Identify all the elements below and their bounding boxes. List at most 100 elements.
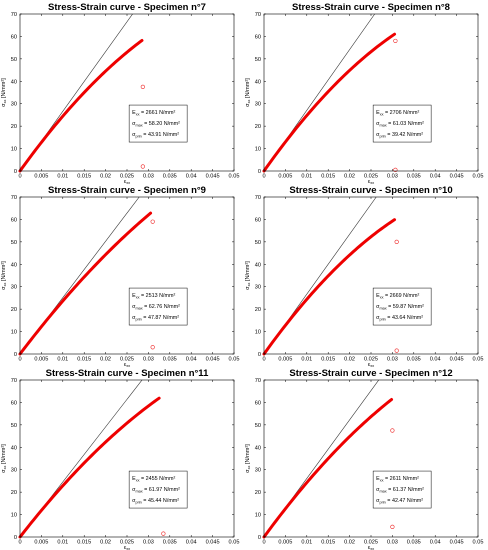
y-tick-label: 10 — [255, 330, 261, 336]
y-tick-label: 50 — [255, 240, 261, 246]
stress-strain-curve — [262, 398, 394, 539]
y-tick-label: 50 — [11, 57, 17, 63]
x-tick-label: 0.04 — [430, 174, 441, 180]
annotation-line: σprin = 43.91 N/mm² — [132, 132, 179, 138]
axes-frame — [19, 13, 235, 172]
x-axis-label: εxx — [368, 545, 374, 550]
y-tick-label: 10 — [255, 147, 261, 153]
annotation-line: σprin = 43.64 N/mm² — [376, 315, 423, 321]
y-tick-label: 60 — [11, 34, 17, 40]
x-tick-label: 0.03 — [143, 357, 154, 363]
x-tick-label: 0.035 — [407, 357, 421, 363]
x-tick-label: 0.035 — [163, 540, 177, 546]
x-tick-label: 0.04 — [186, 357, 197, 363]
outlier-marker — [150, 219, 155, 224]
x-tick-label: 0.05 — [473, 540, 484, 546]
outlier-marker — [394, 239, 399, 244]
annotation-line: σmax = 59.87 N/mm² — [376, 304, 424, 310]
y-tick-label: 0 — [14, 352, 17, 358]
y-tick-label: 30 — [11, 285, 17, 291]
x-tick-label: 0.045 — [450, 540, 464, 546]
x-tick-label: 0.045 — [206, 540, 220, 546]
chart-title: Stress-Strain curve - Specimen n°9 — [48, 185, 206, 196]
y-tick-label: 40 — [255, 79, 261, 85]
x-tick-label: 0.03 — [387, 174, 398, 180]
axes-frame — [263, 379, 479, 538]
annotation-line: σmax = 62.76 N/mm² — [132, 304, 180, 310]
x-tick-label: 0.04 — [186, 540, 197, 546]
chart-svg: Stress-Strain curve - Specimen n°10 0 0.00… — [245, 185, 483, 368]
x-tick-label: 0.02 — [344, 540, 355, 546]
x-axis-label: εxx — [368, 362, 374, 368]
y-tick-label: 40 — [11, 262, 17, 268]
chart-panel: Stress-Strain curve - Specimen n°11 0 0.00… — [0, 366, 244, 550]
y-tick-label: 60 — [255, 400, 261, 406]
x-tick-label: 0.02 — [100, 540, 111, 546]
x-tick-label: 0.01 — [301, 540, 312, 546]
x-tick-label: 0.045 — [206, 357, 220, 363]
x-tick-label: 0.025 — [364, 540, 378, 546]
y-tick-label: 10 — [11, 513, 17, 519]
y-tick-label: 50 — [255, 423, 261, 429]
x-tick-label: 0.02 — [344, 357, 355, 363]
x-tick-label: 0.05 — [473, 174, 484, 180]
y-tick-label: 60 — [255, 217, 261, 223]
x-tick-label: 0.045 — [450, 357, 464, 363]
outlier-marker — [393, 38, 398, 44]
y-tick-label: 30 — [11, 102, 17, 108]
x-tick-label: 0.005 — [34, 357, 48, 363]
chart-svg: Stress-Strain curve - Specimen n°9 0 0.005… — [1, 185, 240, 368]
y-tick-label: 60 — [11, 217, 17, 223]
y-tick-label: 40 — [11, 445, 17, 451]
x-tick-label: 0.04 — [430, 357, 441, 363]
y-tick-label: 50 — [255, 57, 261, 63]
axes-frame — [19, 379, 235, 538]
y-tick-label: 70 — [11, 378, 17, 384]
outlier-marker — [150, 345, 155, 350]
x-tick-label: 0.05 — [229, 174, 240, 180]
y-tick-label: 0 — [14, 169, 17, 175]
y-tick-label: 20 — [11, 124, 17, 130]
x-tick-label: 0.04 — [186, 174, 197, 180]
annotation-line: σprin = 42.47 N/mm² — [376, 498, 423, 504]
annotation-line: σmax = 58.20 N/mm² — [132, 121, 180, 127]
annotation-box — [128, 287, 188, 326]
x-tick-label: 0.01 — [301, 174, 312, 180]
annotation-box — [372, 470, 432, 509]
axes-frame — [263, 13, 479, 172]
x-tick-label: 0.015 — [77, 540, 91, 546]
x-tick-label: 0.05 — [229, 357, 240, 363]
y-tick-label: 20 — [255, 490, 261, 496]
stress-strain-curve — [262, 218, 397, 356]
x-tick-label: 0.025 — [364, 174, 378, 180]
outlier-marker — [393, 167, 398, 172]
y-tick-label: 0 — [258, 169, 261, 175]
y-axis-label: σxx [N/mm²] — [1, 78, 7, 107]
x-tick-label: 0.03 — [143, 540, 154, 546]
stress-strain-curve — [262, 32, 397, 173]
y-tick-label: 60 — [255, 34, 261, 40]
x-tick-label: 0.015 — [321, 357, 335, 363]
x-tick-label: 0.02 — [344, 174, 355, 180]
annotation-line: σprin = 45.44 N/mm² — [132, 498, 179, 504]
annotation-line: Exx = 2661 N/mm² — [132, 110, 175, 116]
y-tick-label: 0 — [14, 535, 17, 541]
x-tick-label: 0.005 — [278, 540, 292, 546]
outlier-marker — [140, 84, 145, 89]
y-tick-label: 20 — [11, 490, 17, 496]
annotation-box — [372, 104, 432, 143]
annotation-line: σmax = 61.37 N/mm² — [376, 487, 424, 493]
y-axis-label: σxx [N/mm²] — [1, 261, 7, 290]
x-axis-label: εxx — [368, 179, 374, 185]
annotation-line: Exx = 2513 N/mm² — [132, 293, 175, 299]
x-tick-label: 0.015 — [77, 174, 91, 180]
stress-strain-curve — [18, 38, 144, 173]
x-tick-label: 0.035 — [163, 174, 177, 180]
annotation-box — [372, 287, 432, 326]
stress-strain-curve — [18, 396, 161, 539]
y-tick-label: 70 — [11, 195, 17, 201]
y-tick-label: 70 — [255, 12, 261, 18]
x-tick-label: 0.015 — [77, 357, 91, 363]
y-tick-label: 60 — [11, 400, 17, 406]
x-tick-label: 0.01 — [57, 174, 68, 180]
